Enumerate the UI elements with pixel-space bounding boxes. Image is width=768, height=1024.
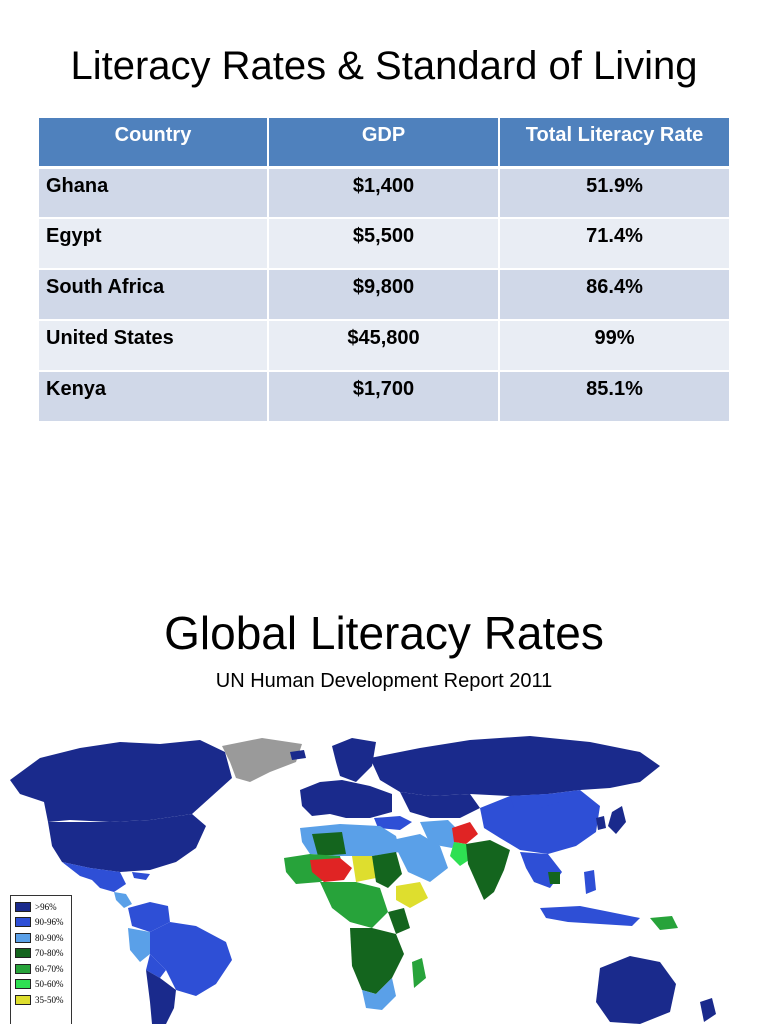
papua-new-guinea [650,916,678,930]
cell-literacy-rate: 86.4% [499,269,729,321]
legend-label: 60-70% [35,963,64,974]
legend-label: >96% [35,901,57,912]
legend-swatch [15,948,31,959]
greenland [222,738,302,782]
arabia [392,834,448,882]
slide-title: Literacy Rates & Standard of Living [70,44,698,88]
mongolia [510,794,560,808]
legend-item: 90-96% [15,915,67,931]
united-states [48,814,206,872]
legend-label: 90-96% [35,917,64,928]
kazakhstan [400,792,480,818]
legend-item: 80-90% [15,930,67,946]
cell-gdp: $5,500 [268,218,500,270]
legend-item: 35-50% [15,992,67,1008]
russia [370,736,660,796]
legend-swatch [15,917,31,928]
cuba [132,872,150,880]
madagascar [412,958,426,988]
chad [352,856,376,882]
sudan [372,852,402,888]
cell-gdp: $45,800 [268,320,500,372]
legend-item: 70-80% [15,946,67,962]
turkey [374,816,412,830]
ethiopia [396,882,428,908]
argentina-chile [146,970,176,1024]
cell-country: Kenya [39,371,269,423]
cell-gdp: $9,800 [268,269,500,321]
legend-swatch [15,932,31,943]
cell-literacy-rate: 51.9% [499,167,729,219]
legend-label: 35-50% [35,994,64,1005]
central-america [114,892,132,908]
table-row: United States $45,800 99% [39,320,729,372]
new-zealand [700,998,716,1022]
table-row: South Africa $9,800 86.4% [39,269,729,321]
cell-literacy-rate: 99% [499,320,729,372]
cell-literacy-rate: 85.1% [499,371,729,423]
legend-item: 60-70% [15,961,67,977]
legend-swatch [15,901,31,912]
table-row: Egypt $5,500 71.4% [39,218,729,270]
japan [608,806,626,834]
cell-country: Ghana [39,167,269,219]
legend-item: 50-60% [15,977,67,993]
peru [128,928,150,962]
iceland [290,750,306,760]
cell-literacy-rate: 71.4% [499,218,729,270]
philippines [584,870,596,894]
europe [300,780,392,818]
mali-niger [310,858,352,882]
world-literacy-map [10,736,716,1024]
legend-label: 50-60% [35,979,64,990]
cell-gdp: $1,700 [268,371,500,423]
cambodia [548,872,560,884]
scandinavia [332,738,376,782]
legend-swatch [15,994,31,1005]
mexico [62,862,126,892]
south-africa [362,978,396,1010]
iran [420,820,462,848]
slide-subtitle: UN Human Development Report 2011 [215,670,553,692]
cell-country: South Africa [39,269,269,321]
india [466,840,510,900]
kenya [388,908,410,934]
bolivia [146,954,166,978]
legend-label: 80-90% [35,932,64,943]
legend-item: >96% [15,899,67,915]
table-row: Ghana $1,400 51.9% [39,167,729,219]
china [480,790,600,854]
map-legend: >96% 90-96% 80-90% 70-80% 60-70% 50-60% … [10,895,72,1024]
legend-swatch [15,979,31,990]
cell-country: Egypt [39,218,269,270]
indonesia [540,906,640,926]
slide-literacy-table: Literacy Rates & Standard of Living Coun… [0,0,768,510]
legend-label: 70-80% [35,948,64,959]
brazil [150,922,232,996]
header-literacy-rate: Total Literacy Rate [499,118,729,169]
colombia [128,902,170,932]
afghanistan [452,822,478,844]
legend-swatch [15,963,31,974]
cell-country: United States [39,320,269,372]
central-africa [320,882,388,928]
slide-global-literacy-map: Global Literacy Rates UN Human Developme… [0,510,768,1024]
header-country: Country [39,118,269,169]
literacy-table: Country GDP Total Literacy Rate Ghana $1… [39,118,729,423]
table-header-row: Country GDP Total Literacy Rate [39,118,729,169]
korea [596,816,606,830]
southern-africa [350,928,404,994]
australia [596,956,676,1024]
header-gdp: GDP [268,118,500,169]
slide-title: Global Literacy Rates [164,607,604,659]
algeria [312,832,346,856]
canada [10,740,232,822]
table-row: Kenya $1,700 85.1% [39,371,729,423]
cell-gdp: $1,400 [268,167,500,219]
